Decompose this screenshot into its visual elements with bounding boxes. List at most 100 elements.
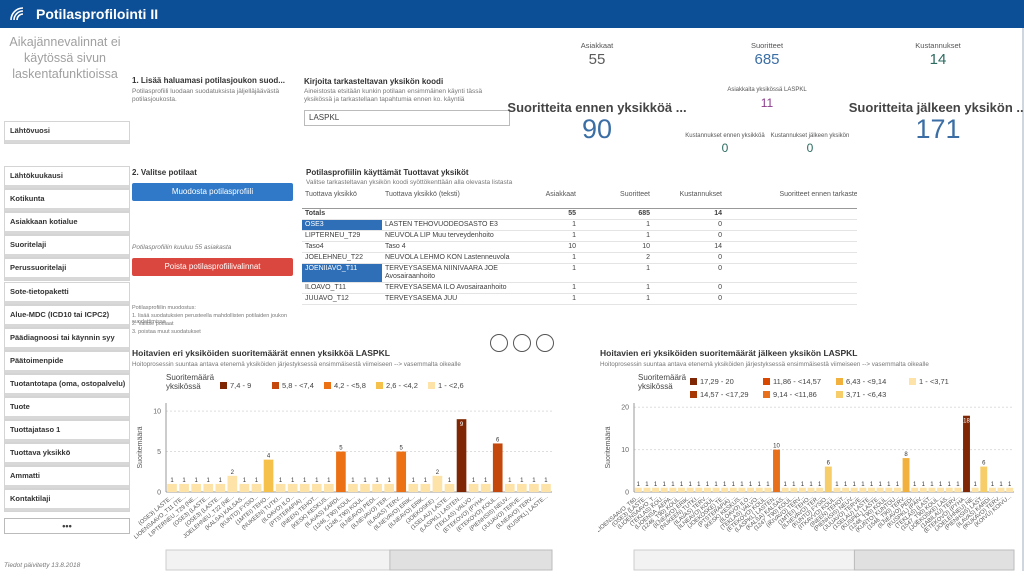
bar (954, 487, 962, 492)
filter-box[interactable]: Tuottajataso 1 (4, 420, 130, 444)
create-profile-button[interactable]: Muodosta potilasprofiili (132, 183, 293, 201)
more-button[interactable]: ••• (4, 518, 130, 534)
sidebar-note: Aikajännevalinnat ei käytössä sivun lask… (9, 35, 121, 81)
value-label: 1 (637, 482, 641, 488)
bar (893, 487, 901, 492)
step1-title: 1. Lisää haluamasi potilasjoukon suod... (132, 76, 285, 85)
filter-box[interactable]: Alue-MDC (ICD10 tai ICPC2) (4, 304, 130, 328)
bar (963, 415, 970, 492)
bar (868, 487, 875, 492)
profile-note: Potilasprofiilin muodostus: (132, 305, 196, 311)
header-row: Tuottava yksikkö Tuottava yksikkö (teksti… (302, 190, 857, 209)
toolbar-icon[interactable] (536, 334, 554, 352)
filter-box[interactable]: Sote-tietopaketti (4, 281, 130, 305)
legend-swatch (324, 382, 331, 389)
bar (179, 483, 189, 492)
filter-box[interactable]: Tuote (4, 397, 130, 420)
value-label: 1 (878, 482, 882, 488)
kpi-label: Suoritteita jälkeen yksikön ... (848, 100, 1024, 115)
bar (695, 487, 703, 492)
legend-swatch (272, 382, 279, 389)
filter-box[interactable]: Kotikunta (4, 189, 130, 213)
table-cell: 1 (513, 230, 579, 242)
bar (678, 487, 685, 492)
bar (384, 483, 394, 492)
clear-profile-button[interactable]: Poista potilasprofiilivalinnat (132, 258, 293, 276)
unit-input[interactable]: LASPKL (304, 110, 510, 126)
chart-svg: Hoitavien eri yksiköiden suoritemäärät e… (132, 348, 553, 571)
bar (902, 458, 910, 492)
filter-box[interactable]: Kontaktilaji (4, 489, 130, 513)
value-label: 1 (973, 482, 977, 488)
y-tick-label: 10 (153, 409, 161, 416)
table-cell: TERVEYSASEMA JUU (382, 293, 513, 305)
filter-box[interactable]: Asiakkaan kotialue (4, 212, 130, 236)
y-tick-label: 10 (621, 447, 629, 454)
value-label: 1 (351, 478, 355, 484)
bar (928, 487, 936, 492)
table-cell: 1 (513, 282, 579, 294)
filter-box[interactable]: Suoritelaji (4, 235, 130, 259)
filter-box[interactable]: Lähtökuukausi (4, 166, 130, 189)
bar (504, 483, 515, 492)
value-label: 5 (400, 446, 404, 452)
table-cell: 0 (653, 263, 725, 283)
bar (729, 487, 737, 492)
table-title: Potilasprofiilin käyttämät Tuottavat yks… (306, 168, 469, 177)
header: Potilasprofilointi II (0, 0, 1024, 28)
bar (945, 487, 953, 492)
value-label: 1 (207, 478, 211, 484)
toolbar-icon[interactable] (513, 334, 531, 352)
value-label: 1 (412, 478, 416, 484)
value-label: 1 (472, 478, 476, 484)
kpi-value: 685 (754, 51, 780, 68)
unit-input-text: Aineistosta etsitään kunkin potilaan ens… (304, 88, 483, 103)
sheet (0, 28, 1024, 571)
value-label: 1 (948, 482, 952, 488)
value-label: 1 (844, 482, 848, 488)
bar (971, 487, 979, 492)
column-header: Asiakkaat (513, 190, 579, 209)
value-label: 1 (723, 482, 727, 488)
y-tick-label: 0 (625, 490, 629, 497)
bar (275, 483, 286, 492)
value-label: 1 (448, 478, 452, 484)
filter-box[interactable]: Perussuoritelaji (4, 258, 130, 282)
value-label: 1 (861, 482, 865, 488)
bar (919, 487, 927, 492)
kpi-label: Kustannukset (915, 41, 961, 50)
table-cell: 10 (513, 241, 579, 253)
legend-swatch (690, 391, 697, 398)
bar (517, 483, 527, 492)
value-label: 1 (758, 482, 762, 488)
bar (669, 487, 677, 492)
toolbar-icon[interactable] (490, 334, 508, 352)
bar (456, 419, 467, 492)
filter-box[interactable]: Tuottava yksikkö (4, 443, 130, 467)
table-cell: NEUVOLA LEHMO KON Lastenneuvola (382, 252, 513, 264)
value-label: 1 (809, 482, 813, 488)
table-cell: 0 (653, 293, 725, 305)
value-label: 1 (424, 478, 428, 484)
table-cell: 1 (579, 219, 653, 231)
filter-box[interactable]: Lähtövuosi (4, 121, 130, 144)
value-label: 1 (315, 478, 319, 484)
filter-box[interactable]: Päätoimenpide (4, 350, 130, 374)
filter-box[interactable]: Ammatti (4, 466, 130, 490)
table-cell: 10 (579, 241, 653, 253)
logo (10, 7, 24, 21)
value-label: 1 (671, 482, 675, 488)
bar (529, 483, 539, 492)
totals-cell: 90 (725, 208, 857, 220)
column-header: Tuottava yksikkö (302, 190, 382, 209)
bar (911, 487, 919, 492)
table-cell: ILOAVO_T11 (302, 282, 382, 294)
filter-box[interactable]: Tuotantotapa (oma, ostopalvelu) (4, 373, 130, 397)
table-cell: 0 (725, 282, 857, 294)
bar (287, 483, 298, 492)
bar (299, 483, 310, 492)
bar (652, 487, 660, 492)
filter-box[interactable]: Päädiagnoosi tai käynnin syy (4, 327, 130, 351)
value-label: 6 (496, 437, 500, 443)
